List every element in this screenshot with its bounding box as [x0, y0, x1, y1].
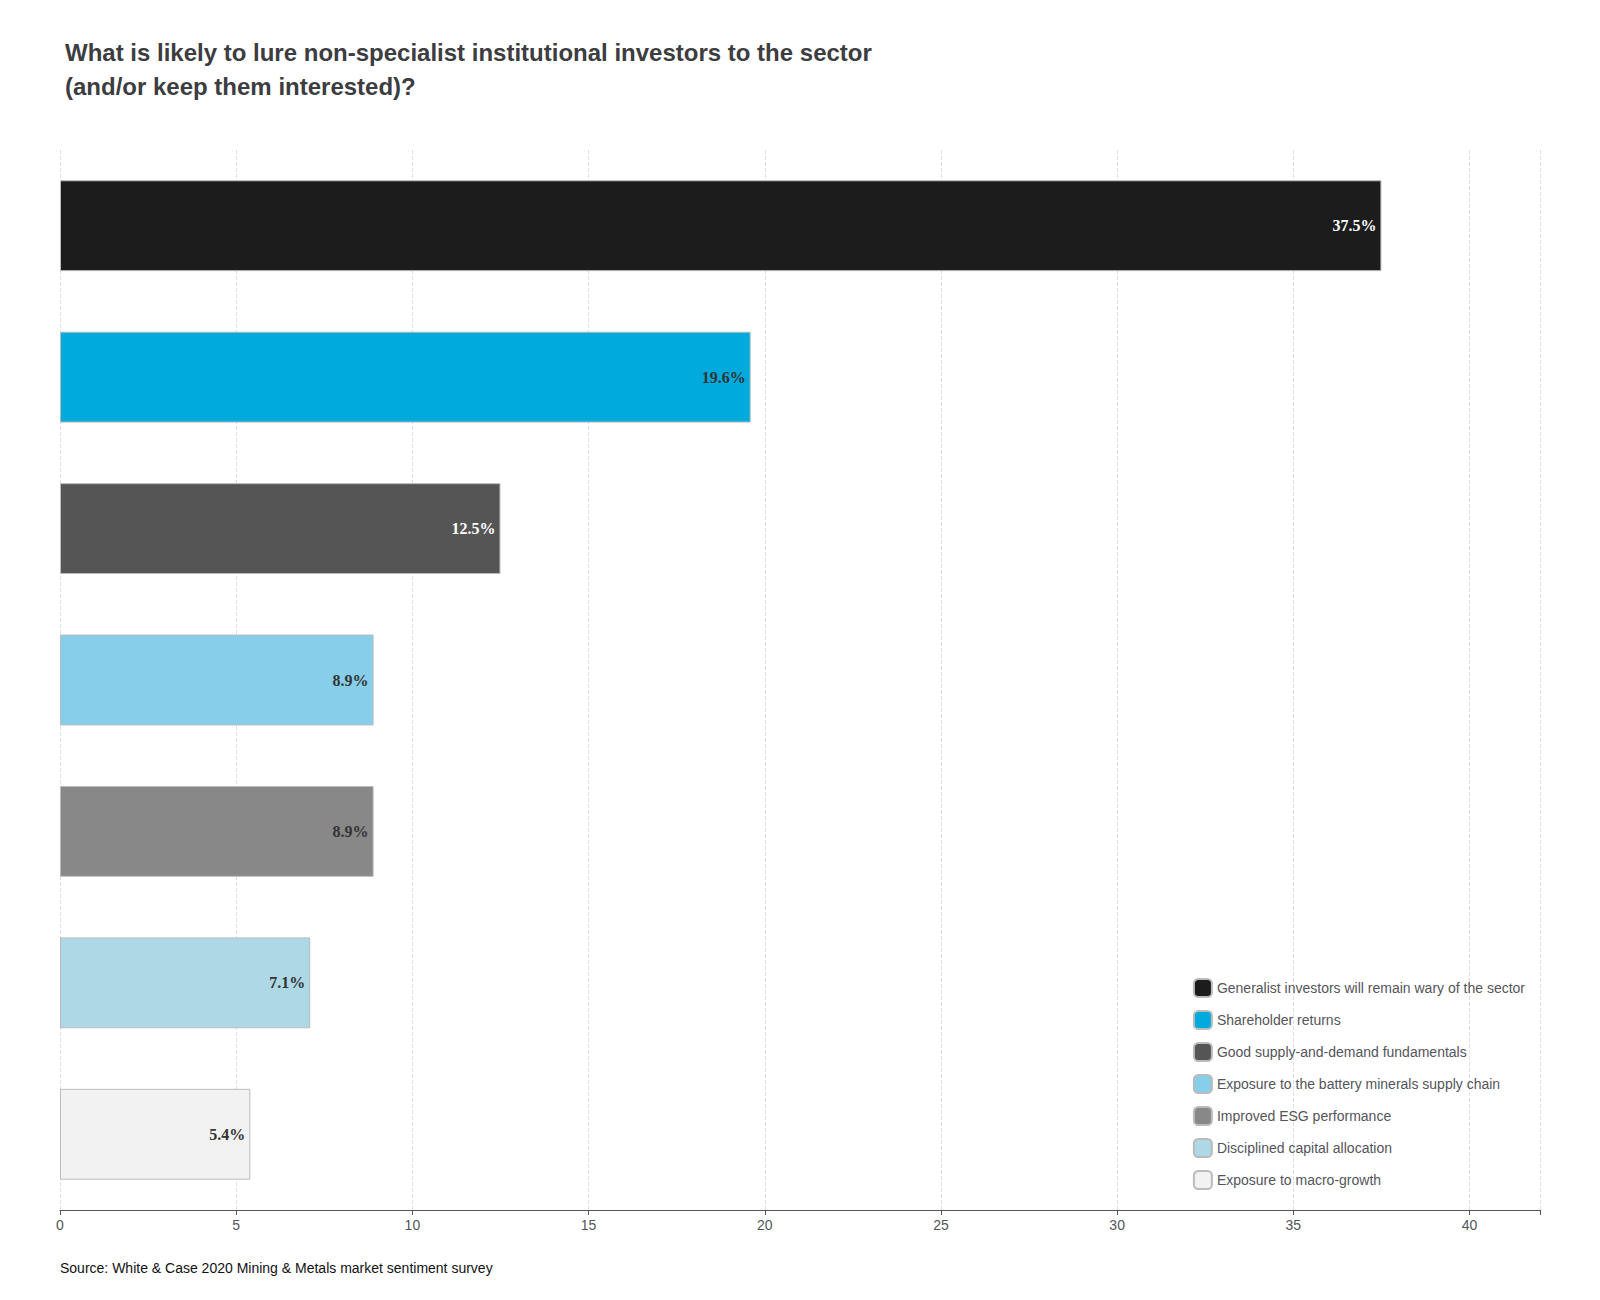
svg-text:35: 35: [1286, 1217, 1302, 1233]
svg-text:37.5%: 37.5%: [1332, 217, 1376, 234]
svg-text:5: 5: [232, 1217, 240, 1233]
svg-text:Generalist investors will rema: Generalist investors will remain wary of…: [1217, 980, 1525, 996]
svg-text:7.1%: 7.1%: [269, 974, 305, 991]
svg-text:Improved ESG performance: Improved ESG performance: [1217, 1108, 1392, 1124]
svg-text:Exposure to the battery minera: Exposure to the battery minerals supply …: [1217, 1076, 1500, 1092]
svg-text:5.4%: 5.4%: [209, 1126, 245, 1143]
svg-text:20: 20: [757, 1217, 773, 1233]
svg-text:10: 10: [405, 1217, 421, 1233]
svg-text:Disciplined capital allocation: Disciplined capital allocation: [1217, 1140, 1392, 1156]
svg-text:30: 30: [1109, 1217, 1125, 1233]
svg-text:19.6%: 19.6%: [702, 369, 746, 386]
svg-text:(and/or keep them interested)?: (and/or keep them interested)?: [65, 73, 416, 100]
svg-text:12.5%: 12.5%: [451, 520, 495, 537]
svg-text:0: 0: [56, 1217, 64, 1233]
svg-text:Good supply-and-demand fundame: Good supply-and-demand fundamentals: [1217, 1044, 1467, 1060]
svg-text:Shareholder returns: Shareholder returns: [1217, 1012, 1341, 1028]
svg-text:25: 25: [933, 1217, 949, 1233]
svg-text:40: 40: [1462, 1217, 1478, 1233]
svg-text:What is likely to lure non-spe: What is likely to lure non-specialist in…: [65, 39, 872, 66]
svg-text:Source: White & Case 2020 Mini: Source: White & Case 2020 Mining & Metal…: [60, 1260, 493, 1276]
svg-text:8.9%: 8.9%: [333, 823, 369, 840]
svg-text:Exposure to macro-growth: Exposure to macro-growth: [1217, 1172, 1381, 1188]
svg-text:8.9%: 8.9%: [333, 672, 369, 689]
svg-text:15: 15: [581, 1217, 597, 1233]
